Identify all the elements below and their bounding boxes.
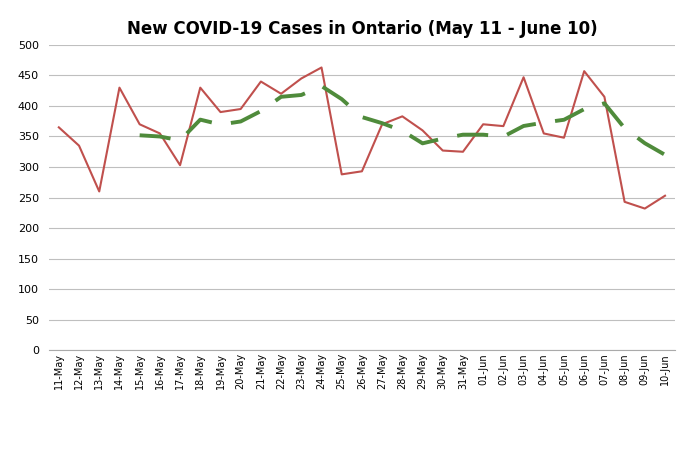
Title: New COVID-19 Cases in Ontario (May 11 - June 10): New COVID-19 Cases in Ontario (May 11 - … [127,20,597,38]
